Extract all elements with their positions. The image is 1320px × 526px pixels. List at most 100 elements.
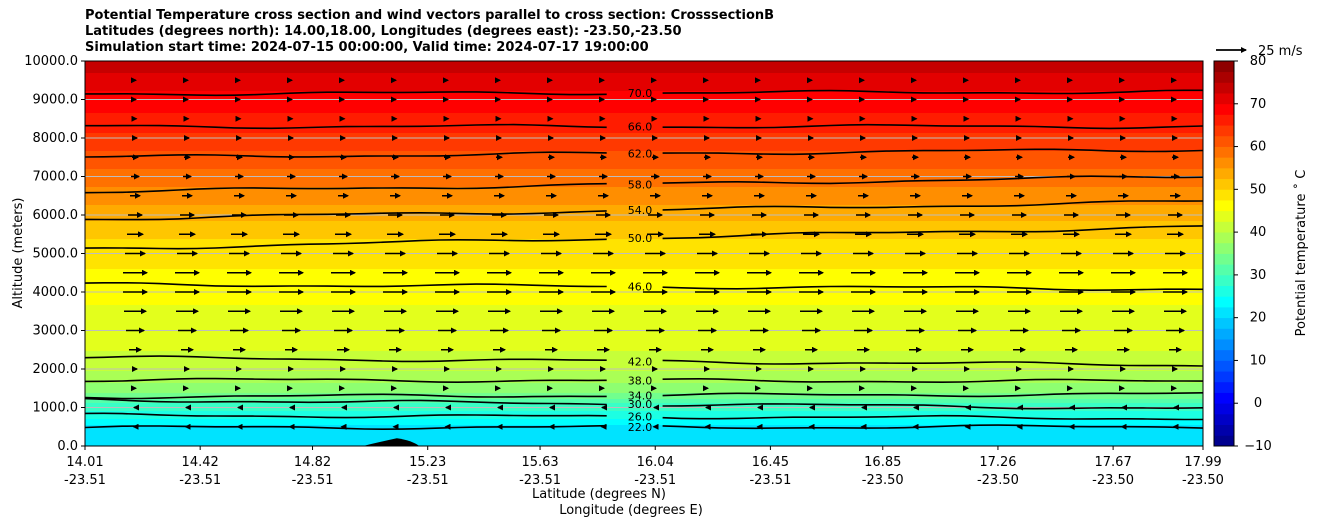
temperature-band <box>85 325 1203 328</box>
temperature-band <box>85 391 1203 394</box>
colorbar-segment <box>1214 371 1234 383</box>
x-tick-label-lat: 16.45 <box>752 455 789 470</box>
temperature-band <box>85 293 1203 296</box>
temperature-band <box>85 91 1203 94</box>
contour-line <box>662 123 1203 130</box>
temperature-band <box>85 171 1203 174</box>
contour-label: 22.0 <box>628 421 653 434</box>
temperature-band <box>85 413 1203 416</box>
contour-label: 46.0 <box>628 281 653 294</box>
colorbar-segment <box>1214 403 1234 415</box>
temperature-band <box>85 83 1203 86</box>
colorbar-segment <box>1214 349 1234 361</box>
colorbar-segment <box>1214 328 1234 340</box>
temperature-band <box>85 245 1203 248</box>
temperature-band <box>85 311 1203 314</box>
x-axis-label-longitude: Longitude (degrees E) <box>559 503 703 518</box>
temperature-band <box>85 195 1203 198</box>
temperature-band <box>85 381 1203 384</box>
temperature-band <box>85 129 1203 132</box>
temperature-band <box>85 253 1203 256</box>
temperature-band <box>85 257 1203 260</box>
colorbar-segment <box>1214 242 1234 254</box>
colorbar-tick-label: 50 <box>1250 182 1267 197</box>
y-tick-label: 10000.0 <box>24 54 78 69</box>
temperature-band <box>85 149 1203 152</box>
colorbar-segment <box>1214 413 1234 426</box>
temperature-band <box>85 373 1203 376</box>
temperature-band <box>85 177 1203 180</box>
contour-label: 42.0 <box>628 355 653 368</box>
temperature-band <box>85 303 1203 306</box>
colorbar-tick-label: 30 <box>1250 268 1267 283</box>
y-tick-label: 6000.0 <box>33 208 79 223</box>
contour-line <box>85 355 607 363</box>
temperature-band <box>85 349 1203 352</box>
temperature-band <box>85 219 1203 222</box>
temperature-band <box>85 309 1203 312</box>
temperature-band <box>85 287 1203 290</box>
x-tick-label-lat: 14.01 <box>66 455 103 470</box>
temperature-band <box>85 317 1203 320</box>
temperature-band <box>85 107 1203 110</box>
temperature-band <box>85 405 1203 408</box>
colorbar-segment <box>1214 103 1234 115</box>
temperature-band <box>85 147 1203 150</box>
y-tick-label: 1000.0 <box>33 401 79 416</box>
temperature-band <box>85 115 1203 118</box>
temperature-band <box>85 191 1203 194</box>
temperature-band <box>85 363 1203 366</box>
temperature-band <box>85 203 1203 206</box>
temperature-band <box>85 283 1203 286</box>
temperature-band <box>85 131 1203 134</box>
temperature-band <box>85 323 1203 326</box>
temperature-band <box>85 221 1203 224</box>
contour-line <box>85 238 607 250</box>
colorbar-segment <box>1214 210 1234 222</box>
contour-line <box>85 377 607 384</box>
temperature-band <box>85 355 1203 358</box>
terrain-layer <box>363 438 420 446</box>
temperature-band <box>85 135 1203 138</box>
contour-label: 62.0 <box>628 147 653 160</box>
temperature-band <box>85 427 1203 430</box>
temperature-band <box>85 61 1203 64</box>
colorbar-tick-label: 10 <box>1250 353 1267 368</box>
colorbar-segment <box>1214 306 1234 319</box>
contour-line <box>662 285 1203 292</box>
temperature-band <box>85 169 1203 172</box>
temperature-band <box>85 267 1203 270</box>
colorbar-segment <box>1214 274 1234 286</box>
temperature-band <box>85 437 1203 440</box>
temperature-band <box>85 397 1203 400</box>
colorbar-tick-label: 80 <box>1250 54 1267 69</box>
contour-line <box>662 377 1203 384</box>
chart-title-line-1: Potential Temperature cross section and … <box>85 8 775 23</box>
terrain-shape <box>363 438 420 446</box>
contour-line <box>662 148 1203 156</box>
contour-line <box>85 412 607 419</box>
x-tick-label-lon: -23.51 <box>64 473 106 488</box>
colorbar-tick-label: 70 <box>1250 97 1267 112</box>
temperature-band <box>85 217 1203 220</box>
temperature-band <box>85 361 1203 364</box>
x-tick-label-lon: -23.50 <box>862 473 904 488</box>
contour-line <box>85 393 607 400</box>
temperature-band <box>85 299 1203 302</box>
colorbar-segment <box>1214 360 1234 372</box>
temperature-band <box>85 275 1203 278</box>
temperature-band <box>85 189 1203 192</box>
x-tick-label-lat: 17.99 <box>1184 455 1221 470</box>
temperature-band <box>85 331 1203 334</box>
temperature-band <box>85 289 1203 292</box>
colorbar-segment <box>1214 392 1234 404</box>
contour-line <box>85 91 607 97</box>
temperature-band <box>85 347 1203 350</box>
temperature-band <box>85 123 1203 126</box>
temperature-band <box>85 81 1203 84</box>
x-tick-label-lat: 15.23 <box>409 455 446 470</box>
temperature-band <box>85 343 1203 346</box>
temperature-band <box>85 305 1203 308</box>
temperature-band <box>85 97 1203 100</box>
